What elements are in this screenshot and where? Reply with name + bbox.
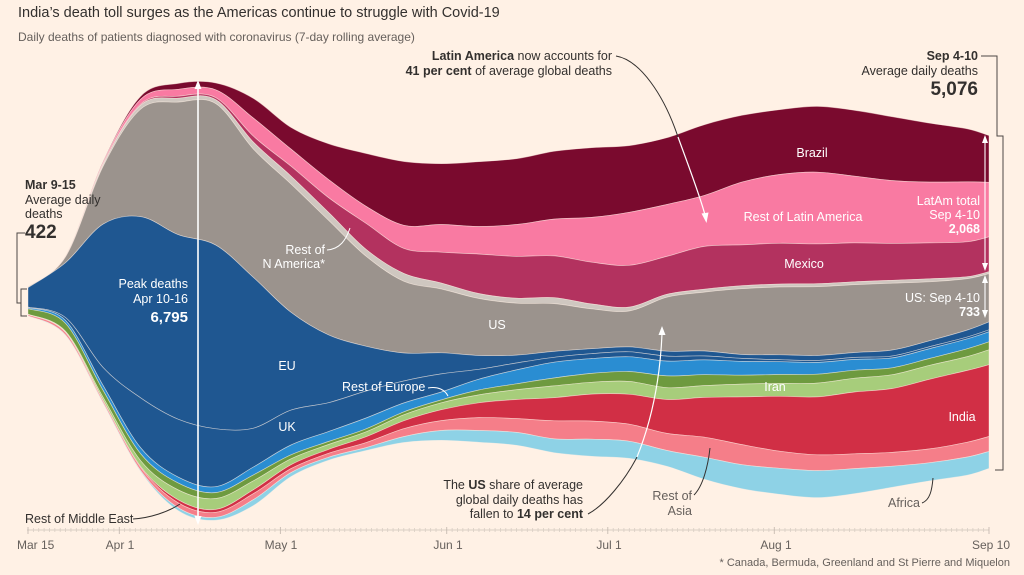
start-line1: Average daily — [25, 192, 101, 207]
x-tick-label: Mar 15 — [17, 538, 55, 552]
peak-line2: Apr 10-16 — [133, 292, 188, 306]
latam-share-text-2: of average global deaths — [471, 64, 612, 78]
stream-layer-africa — [27, 315, 990, 521]
series-label-eu: EU — [278, 359, 296, 373]
latam-share-bold-1: Latin America — [431, 49, 515, 63]
us-total-annotation: US: Sep 4-10 733 — [905, 291, 980, 319]
arrowhead-up-icon — [982, 275, 988, 283]
arrowhead-down-icon — [982, 263, 988, 271]
stream-layers — [27, 81, 990, 521]
series-label-rest-of-middle-east: Rest of Middle East — [25, 512, 134, 526]
arrowhead-down-icon — [982, 310, 988, 318]
series-label-mexico: Mexico — [784, 257, 824, 271]
end-label: Average daily deaths — [861, 64, 978, 78]
end-bracket — [981, 55, 1004, 471]
arrowhead-up-icon — [658, 326, 666, 335]
chart-subtitle: Daily deaths of patients diagnosed with … — [18, 30, 415, 44]
latam-share-annotation: Latin America now accounts for 41 per ce… — [406, 49, 612, 79]
end-value: 5,076 — [930, 79, 978, 100]
latam-total-line1: LatAm total — [916, 194, 980, 208]
us-total-arrow — [982, 275, 988, 318]
end-annotation: Sep 4-10 Average daily deaths 5,076 — [861, 49, 978, 101]
series-label-rest-of-europe: Rest of Europe — [342, 380, 426, 394]
x-tick-label: May 1 — [264, 538, 298, 552]
rest-of-n-america-line2: N America* — [262, 257, 325, 271]
series-label-africa: Africa — [888, 496, 920, 510]
arrowhead-down-icon — [194, 516, 202, 525]
x-tick-label: Aug 1 — [760, 538, 792, 552]
us-share-pre-3: fallen to — [469, 507, 517, 521]
x-axis — [27, 527, 990, 534]
start-value: 422 — [25, 221, 57, 243]
arrowhead-up-icon — [982, 135, 988, 143]
x-tick-label: Jul 1 — [596, 538, 622, 552]
latam-total-value: 2,068 — [948, 222, 980, 236]
start-bracket — [16, 232, 27, 317]
latam-share-text-1: now accounts for — [514, 49, 613, 63]
series-label-rest-of-latin-america: Rest of Latin America — [743, 210, 863, 224]
start-period: Mar 9-15 — [25, 178, 76, 192]
us-share-bold-3: 14 per cent — [516, 507, 583, 521]
us-share-bold-1: US — [468, 478, 486, 492]
latam-share-leader — [615, 55, 709, 223]
latam-total-arrow — [982, 135, 988, 271]
rest-of-europe-leader — [427, 387, 449, 397]
series-label-rest-of-n-america: Rest of N America* — [262, 243, 325, 271]
us-total-value: 733 — [959, 305, 980, 319]
series-label-brazil: Brazil — [796, 146, 828, 160]
footnote: * Canada, Bermuda, Greenland and St Pier… — [719, 557, 1010, 569]
chart-title: India’s death toll surges as the America… — [18, 5, 500, 21]
us-share-text-1: share of average — [485, 478, 583, 492]
series-label-india: India — [948, 410, 976, 424]
arrowhead-up-icon — [194, 80, 202, 89]
end-period: Sep 4-10 — [926, 49, 978, 63]
rest-of-n-america-leader — [326, 227, 351, 251]
rest-of-middle-east-leader — [132, 503, 181, 520]
series-label-us: US — [488, 318, 506, 332]
series-label-uk: UK — [278, 420, 296, 434]
peak-annotation: Peak deaths Apr 10-16 6,795 — [119, 277, 189, 329]
us-share-text-2: global daily deaths has — [455, 492, 583, 507]
us-share-leader — [587, 326, 666, 515]
latam-total-annotation: LatAm total Sep 4-10 2,068 — [917, 194, 980, 236]
rest-of-asia-line1: Rest of — [652, 489, 692, 503]
arrowhead-down-icon — [701, 212, 709, 223]
africa-leader — [921, 477, 934, 504]
x-tick-label: Apr 1 — [105, 538, 135, 552]
start-line2: deaths — [25, 207, 63, 221]
series-label-rest-of-asia: Rest of Asia — [652, 489, 692, 519]
latam-share-bold-2: 41 per cent — [405, 64, 472, 78]
x-tick-label: Jun 1 — [433, 538, 463, 552]
us-share-pre-1: The — [443, 478, 469, 492]
start-annotation: Mar 9-15 Average daily deaths 422 — [25, 178, 101, 244]
peak-value: 6,795 — [150, 309, 188, 326]
us-share-annotation: The US share of average global daily dea… — [443, 478, 583, 522]
series-label-iran: Iran — [764, 380, 786, 394]
rest-of-n-america-line1: Rest of — [285, 243, 325, 257]
us-total-line1: US: Sep 4-10 — [904, 291, 980, 305]
peak-arrow — [194, 80, 202, 525]
peak-line1: Peak deaths — [118, 277, 189, 291]
latam-total-line2: Sep 4-10 — [929, 208, 980, 222]
rest-of-asia-leader — [693, 447, 711, 496]
rest-of-asia-line2: Asia — [667, 504, 692, 518]
x-tick-label: Sep 10 — [971, 538, 1010, 552]
